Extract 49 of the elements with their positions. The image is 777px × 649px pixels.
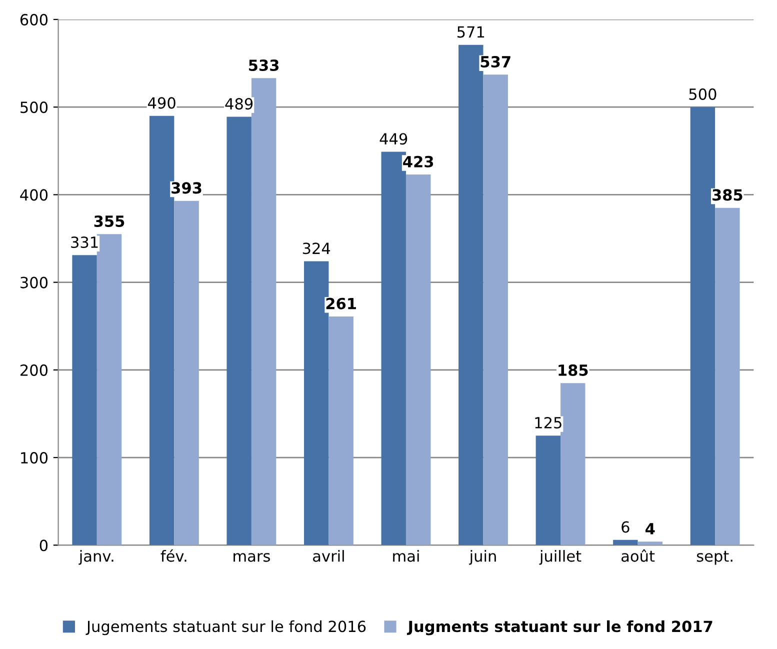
data-label: 331 xyxy=(71,236,98,248)
bar xyxy=(226,116,252,546)
bar xyxy=(638,542,663,546)
x-tick-label: mars xyxy=(234,553,270,562)
data-label: 185 xyxy=(558,364,588,376)
x-tick-label: janv. xyxy=(78,550,114,565)
y-tick-label: 500 xyxy=(20,102,48,114)
data-label: 490 xyxy=(148,97,176,109)
data-label: 423 xyxy=(403,156,434,168)
data-label: 6 xyxy=(622,521,630,533)
x-tick-label: juin xyxy=(469,550,496,565)
data-label: 324 xyxy=(302,242,330,254)
data-label: 500 xyxy=(689,88,716,100)
bar xyxy=(174,200,199,546)
bar xyxy=(715,208,740,546)
bar xyxy=(406,174,431,546)
data-label: 489 xyxy=(225,98,253,110)
data-label: 449 xyxy=(380,133,408,145)
data-label: 355 xyxy=(94,215,124,227)
x-tick-label: juillet xyxy=(539,550,582,565)
bar xyxy=(72,255,97,546)
legend-label: Jugments statuant sur le fond 2017 xyxy=(406,620,712,636)
data-label: 385 xyxy=(712,189,742,201)
x-tick-label: avril xyxy=(313,550,344,562)
y-tick-label: 600 xyxy=(20,14,48,26)
x-tick-label: mai xyxy=(393,550,419,562)
y-tick-label: 400 xyxy=(20,189,48,201)
data-label: 537 xyxy=(480,56,510,68)
data-label: 533 xyxy=(249,59,279,72)
legend-label: Jugements statuant sur le fond 2016 xyxy=(86,620,366,636)
bar xyxy=(536,436,561,546)
data-label: 4 xyxy=(646,523,655,534)
x-tick-label: sept. xyxy=(696,550,732,565)
bar xyxy=(251,78,276,546)
y-tick-label: 200 xyxy=(20,364,48,376)
data-label: 125 xyxy=(535,416,562,429)
data-label: 393 xyxy=(172,182,202,194)
data-label: 261 xyxy=(326,298,356,310)
x-tick-label: août xyxy=(622,549,655,562)
y-tick-label: 0 xyxy=(40,540,48,552)
bar xyxy=(483,74,508,546)
data-label: 571 xyxy=(457,26,484,38)
bar xyxy=(328,316,354,546)
bar xyxy=(96,234,122,546)
bar xyxy=(613,540,638,546)
x-tick-label: fév. xyxy=(160,549,186,562)
bar xyxy=(560,383,586,546)
y-tick-label: 100 xyxy=(21,452,48,464)
y-tick-label: 300 xyxy=(20,276,48,288)
